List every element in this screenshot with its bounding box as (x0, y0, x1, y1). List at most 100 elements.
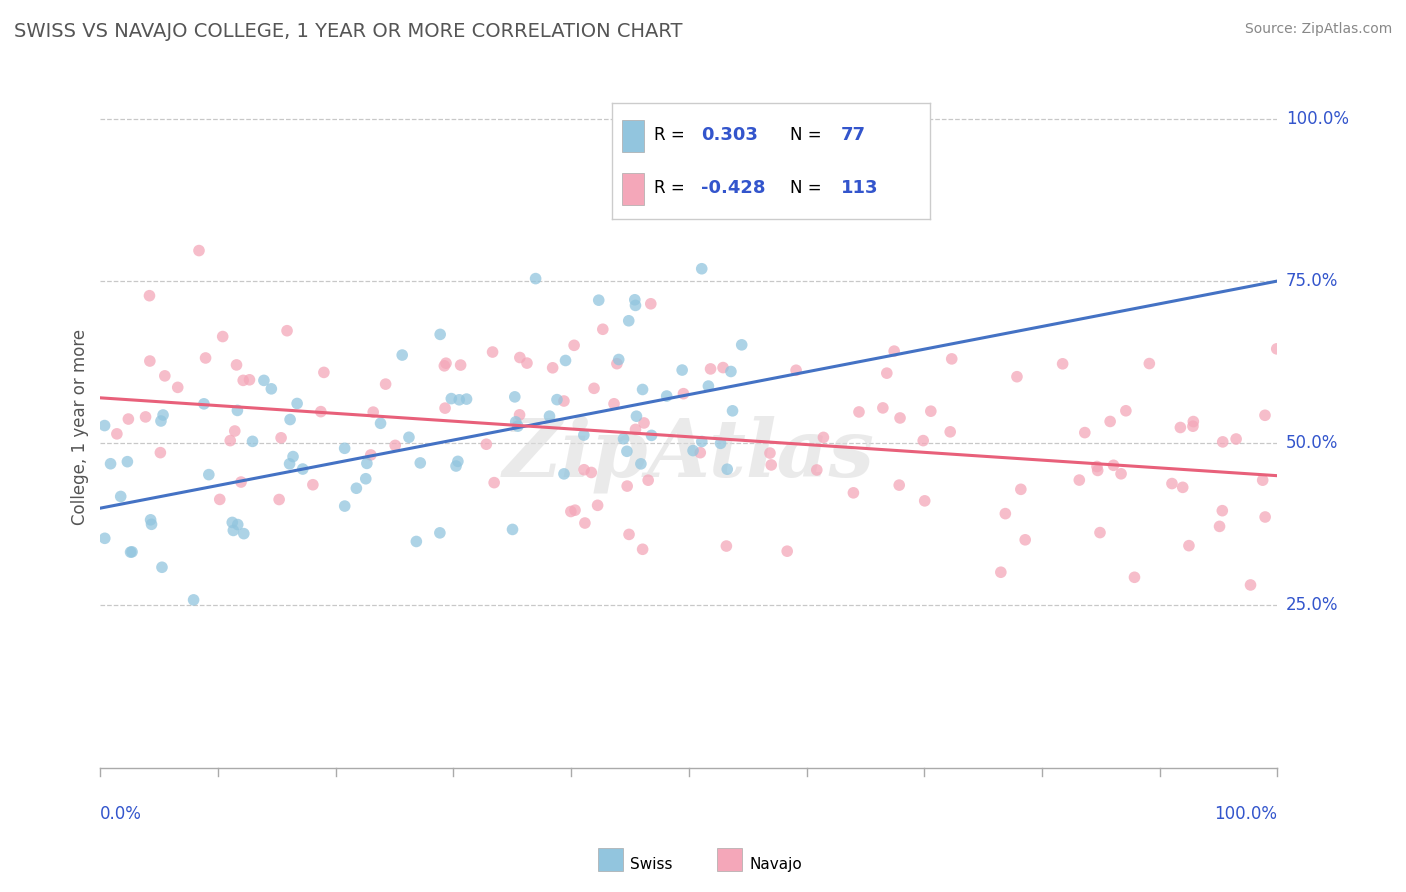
Point (302, 477, 325, 491)
Point (475, 437, 498, 451)
Point (409, 456, 432, 470)
Point (617, 527, 640, 541)
Point (631, 383, 654, 397)
Point (606, 357, 628, 371)
Point (1102, 458, 1125, 473)
Point (1254, 510, 1277, 524)
Point (278, 412, 301, 426)
Point (309, 404, 332, 418)
Text: Source: ZipAtlas.com: Source: ZipAtlas.com (1244, 22, 1392, 37)
Point (553, 467, 575, 481)
Point (1254, 409, 1277, 423)
Point (361, 405, 384, 419)
Text: 25.0%: 25.0% (1286, 597, 1339, 615)
Point (194, 351, 217, 365)
Point (586, 499, 609, 513)
Point (1115, 404, 1137, 418)
Y-axis label: College, 1 year or more: College, 1 year or more (72, 329, 89, 525)
Point (759, 446, 782, 460)
Point (690, 434, 713, 449)
Point (848, 405, 870, 419)
Point (603, 397, 626, 411)
Point (276, 324, 298, 338)
Point (219, 434, 242, 448)
Point (117, 455, 139, 469)
Point (360, 448, 382, 462)
Text: 100.0%: 100.0% (1286, 110, 1348, 128)
Point (291, 462, 314, 476)
Point (711, 360, 734, 375)
Point (1014, 533, 1036, 547)
Point (183, 593, 205, 607)
Point (344, 481, 367, 495)
Point (626, 409, 648, 424)
Point (354, 472, 377, 486)
Point (1109, 467, 1132, 481)
Point (482, 475, 505, 490)
Point (1137, 357, 1160, 371)
Point (716, 539, 738, 553)
Point (149, 445, 172, 459)
Point (721, 404, 744, 418)
Point (1211, 504, 1233, 518)
Point (806, 463, 828, 477)
Point (939, 425, 962, 439)
Point (121, 545, 143, 559)
Point (776, 544, 799, 558)
Point (1010, 483, 1032, 497)
Point (333, 499, 356, 513)
Point (813, 430, 835, 444)
Text: Navajo: Navajo (749, 857, 803, 871)
Point (617, 314, 640, 328)
Point (225, 358, 247, 372)
Text: SWISS VS NAVAJO COLLEGE, 1 YEAR OR MORE CORRELATION CHART: SWISS VS NAVAJO COLLEGE, 1 YEAR OR MORE … (14, 22, 682, 41)
Point (914, 493, 936, 508)
Point (720, 364, 742, 378)
Point (120, 545, 142, 559)
Point (447, 454, 470, 468)
Point (553, 394, 575, 409)
Point (1208, 519, 1230, 533)
Point (222, 524, 245, 538)
Point (434, 356, 457, 370)
Point (640, 297, 662, 311)
Point (509, 408, 531, 422)
Point (100, 457, 122, 471)
Point (229, 475, 252, 489)
Point (640, 428, 662, 442)
Point (709, 436, 731, 450)
Point (456, 392, 478, 406)
Point (285, 396, 308, 410)
Point (607, 352, 630, 367)
Point (716, 462, 738, 476)
Point (690, 261, 713, 276)
Point (633, 416, 655, 430)
Point (141, 517, 163, 532)
Point (188, 244, 211, 258)
Point (672, 386, 695, 401)
Point (433, 359, 456, 373)
Point (524, 271, 547, 285)
Point (612, 432, 634, 446)
Point (238, 373, 260, 387)
Point (1087, 463, 1109, 477)
Point (630, 457, 652, 471)
Point (583, 381, 606, 395)
Point (312, 365, 335, 379)
Point (333, 442, 356, 456)
Point (1088, 525, 1111, 540)
Point (994, 507, 1017, 521)
Point (616, 479, 638, 493)
Point (503, 390, 526, 404)
Point (631, 542, 654, 557)
Point (150, 560, 173, 574)
Point (356, 456, 378, 470)
Point (198, 467, 221, 482)
Point (502, 523, 524, 537)
Point (699, 362, 721, 376)
Point (889, 478, 911, 492)
Point (1099, 414, 1122, 428)
Point (226, 403, 249, 417)
Point (232, 373, 254, 387)
Text: ZipAtlas: ZipAtlas (503, 416, 875, 493)
